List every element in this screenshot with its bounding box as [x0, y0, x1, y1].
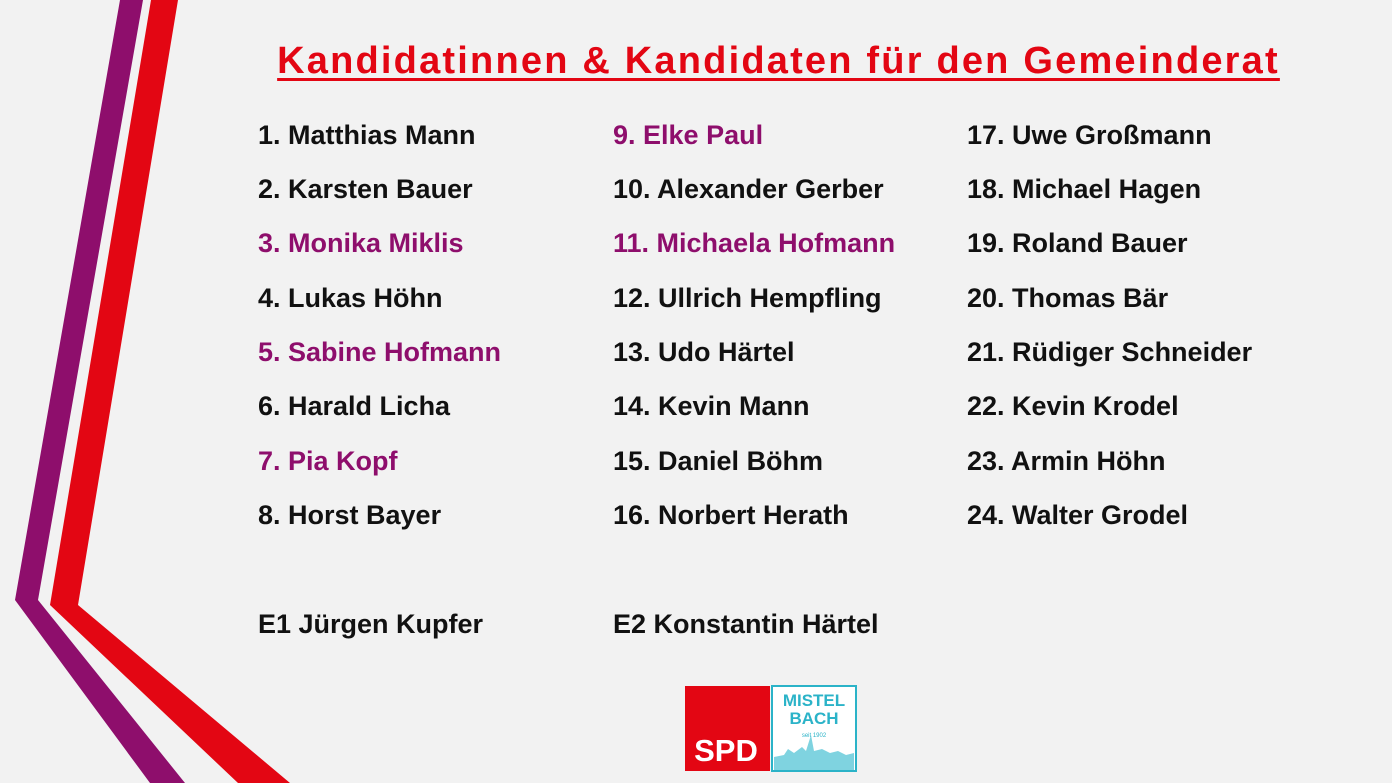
substitute: E2 Konstantin Härtel	[613, 609, 879, 639]
purple-stripe	[15, 0, 185, 783]
candidate: 11. Michaela Hofmann	[613, 228, 896, 258]
decoration	[15, 0, 290, 783]
party-name: SPD	[694, 733, 758, 768]
town-line: BACH	[789, 709, 838, 728]
candidate: 24. Walter Grodel	[967, 500, 1189, 530]
since: seit 1902	[802, 733, 827, 739]
candidate: 8. Horst Bayer	[258, 500, 442, 530]
candidate: 17. Uwe Großmann	[967, 120, 1212, 150]
candidate: 22. Kevin Krodel	[967, 391, 1179, 421]
candidate: 18. Michael Hagen	[967, 174, 1202, 204]
candidate: 7. Pia Kopf	[258, 446, 398, 476]
candidate: 19. Roland Bauer	[967, 228, 1188, 258]
candidate: 20. Thomas Bär	[967, 283, 1169, 313]
candidate: 12. Ullrich Hempfling	[613, 283, 882, 313]
candidate: 13. Udo Härtel	[613, 337, 795, 367]
logo: SPD MISTEL BACH seit 1902	[685, 685, 857, 772]
candidate: 16. Norbert Herath	[613, 500, 849, 530]
candidate: 2. Karsten Bauer	[258, 174, 473, 204]
candidate: 23. Armin Höhn	[967, 446, 1166, 476]
candidate: 14. Kevin Mann	[613, 391, 810, 421]
skyline	[774, 735, 854, 770]
candidate: 10. Alexander Gerber	[613, 174, 884, 204]
candidate: 5. Sabine Hofmann	[258, 337, 502, 367]
candidate: 15. Daniel Böhm	[613, 446, 824, 476]
candidate: 9. Elke Paul	[613, 120, 764, 150]
candidate: 1. Matthias Mann	[258, 120, 476, 150]
candidate: 4. Lukas Höhn	[258, 283, 443, 313]
town-line: MISTEL	[783, 691, 845, 710]
substitute: E1 Jürgen Kupfer	[258, 609, 484, 639]
candidate: 6. Harald Licha	[258, 391, 451, 421]
candidate: 21. Rüdiger Schneider	[967, 337, 1253, 367]
red-stripe	[50, 0, 290, 783]
candidate: 3. Monika Miklis	[258, 228, 464, 258]
title: Kandidatinnen & Kandidaten für den Gemei…	[277, 40, 1280, 82]
spd-box	[685, 686, 770, 771]
